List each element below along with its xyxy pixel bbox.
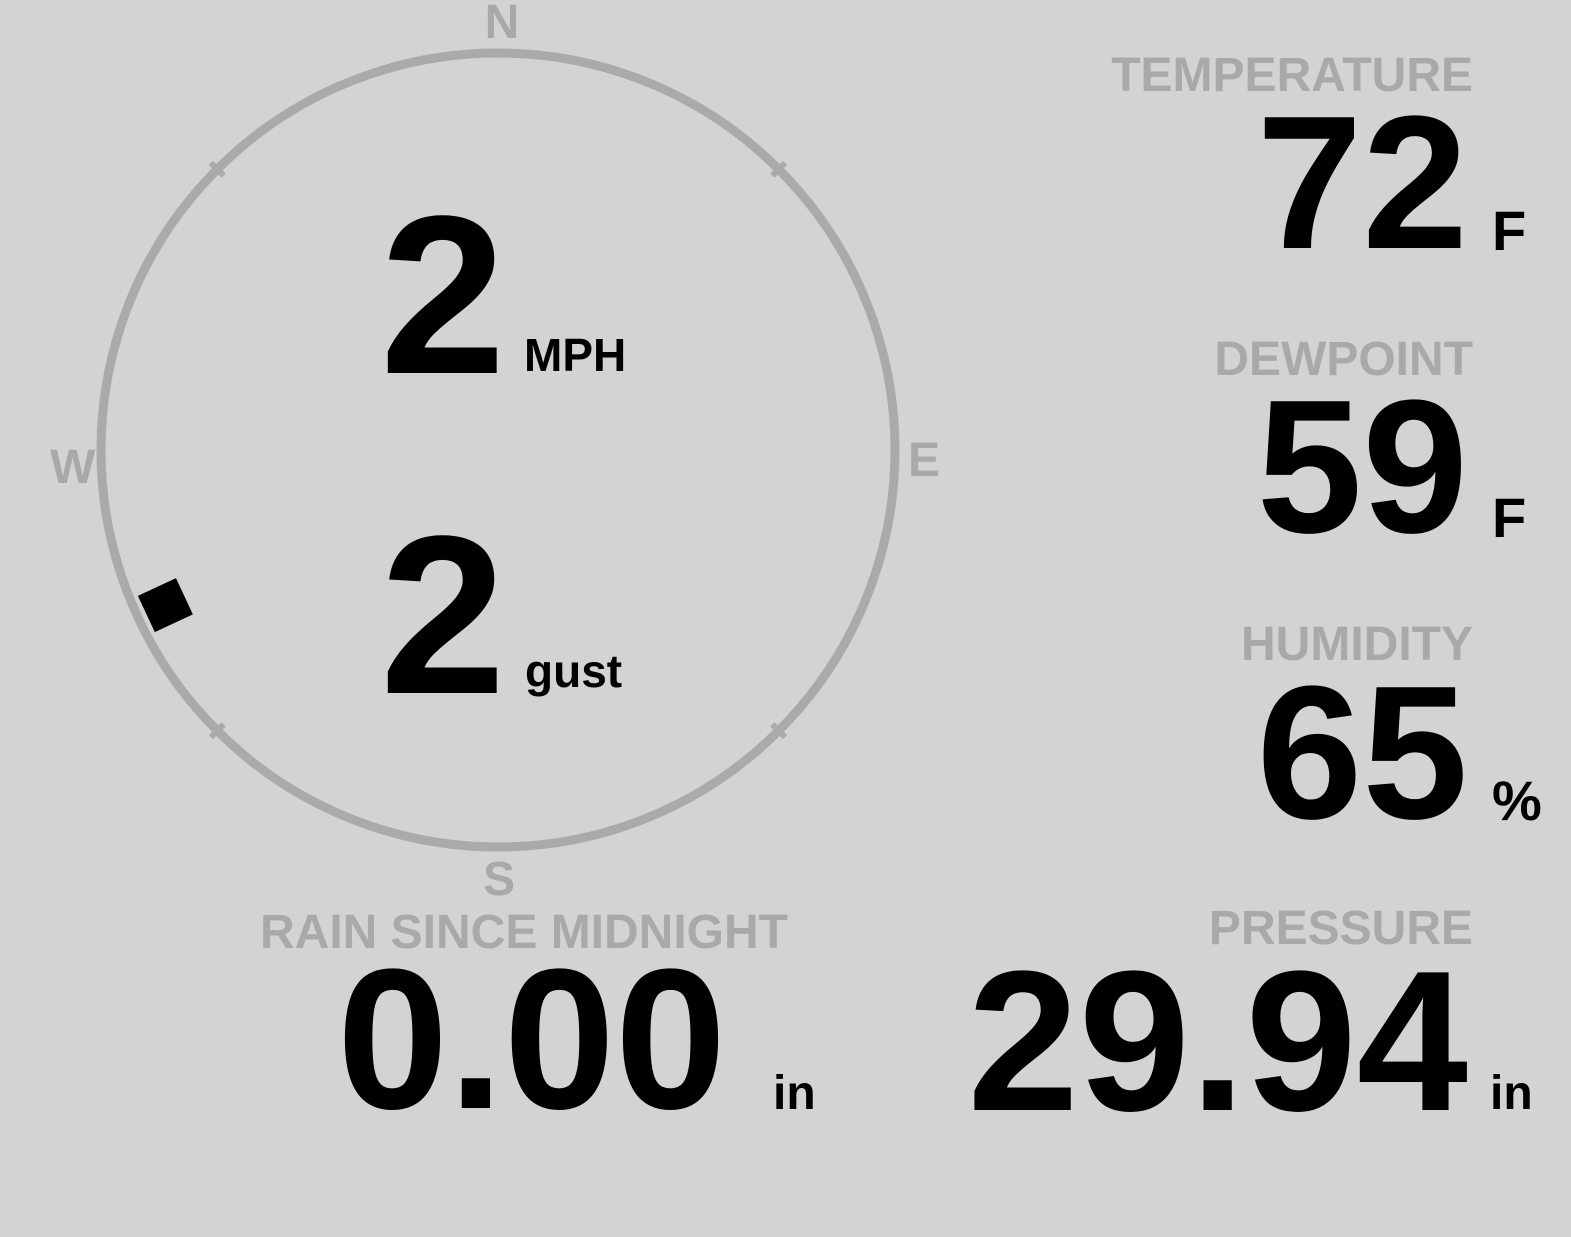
wind-speed-unit: MPH — [524, 329, 627, 381]
compass-west-label: W — [50, 441, 96, 494]
wind-direction-marker — [137, 578, 193, 633]
humidity-value: 65 — [1256, 647, 1468, 859]
compass-ring — [96, 48, 900, 852]
compass-east-label: E — [908, 434, 941, 487]
humidity-unit: % — [1492, 769, 1542, 832]
temperature-value: 72 — [1256, 77, 1468, 289]
wind-gust-label: gust — [525, 645, 623, 697]
compass-tick — [208, 722, 226, 740]
compass-tick — [770, 722, 788, 740]
compass-tick — [770, 160, 788, 178]
rain-unit: in — [773, 1067, 816, 1120]
dewpoint-value: 59 — [1256, 361, 1468, 573]
pressure-label: PRESSURE — [1208, 902, 1473, 955]
pressure-value: 29.94 — [967, 930, 1469, 1153]
pressure-unit: in — [1490, 1067, 1533, 1120]
compass-south-label: S — [482, 853, 515, 906]
compass-tick — [208, 160, 226, 178]
wind-gust-value: 2 — [380, 488, 506, 741]
wind-speed-value: 2 — [380, 168, 506, 421]
dewpoint-unit: F — [1492, 486, 1527, 549]
rain-label: RAIN SINCE MIDNIGHT — [260, 906, 788, 959]
rain-value: 0.00 — [337, 928, 727, 1151]
humidity-label: HUMIDITY — [1241, 618, 1473, 671]
compass-north-label: N — [484, 0, 520, 49]
temperature-unit: F — [1492, 199, 1527, 262]
dewpoint-label: DEWPOINT — [1214, 333, 1473, 386]
temperature-label: TEMPERATURE — [1111, 49, 1473, 102]
